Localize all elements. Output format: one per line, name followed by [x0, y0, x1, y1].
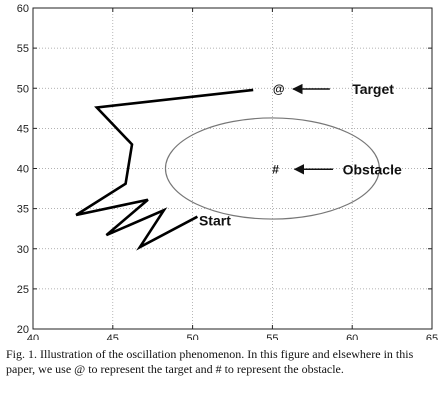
trajectory-line	[75, 88, 254, 251]
obstacle-label: Obstacle	[343, 161, 402, 177]
x-tick-label: 60	[346, 333, 358, 340]
y-tick-label: 30	[17, 244, 29, 256]
y-tick-label: 55	[17, 43, 29, 55]
x-tick-label: 40	[27, 333, 39, 340]
target-label: Target	[352, 81, 394, 97]
target-symbol: @	[273, 82, 285, 96]
x-tick-label: 50	[186, 333, 198, 340]
y-tick-label: 40	[17, 164, 29, 176]
obstacle-symbol: #	[272, 162, 279, 176]
oscillation-chart: 40 45 50 55 60 65 20 25 30 35 40 45 50 55 60 @ Target # O…	[17, 3, 438, 340]
figure-caption: Fig. 1. Illustration of the oscillation …	[6, 347, 414, 376]
y-tick-label: 50	[17, 83, 29, 95]
axes: 40 45 50 55 60 65 20 25 30 35 40 45 50 55 60	[17, 3, 438, 340]
start-label: Start	[199, 213, 231, 229]
y-tick-label: 45	[17, 123, 29, 135]
y-tick-label: 60	[17, 3, 29, 15]
y-tick-label: 25	[17, 284, 29, 296]
obstacle-ellipse	[164, 117, 380, 220]
annotations: @ Target # Obstacle Start	[199, 81, 402, 229]
obstacle-region	[164, 117, 380, 220]
x-tick-label: 55	[266, 333, 278, 340]
y-tick-label: 35	[17, 204, 29, 216]
x-tick-label: 65	[426, 333, 438, 340]
trajectory	[75, 88, 254, 251]
y-tick-label: 20	[17, 324, 29, 336]
x-tick-label: 45	[107, 333, 119, 340]
grid-lines	[33, 8, 432, 329]
